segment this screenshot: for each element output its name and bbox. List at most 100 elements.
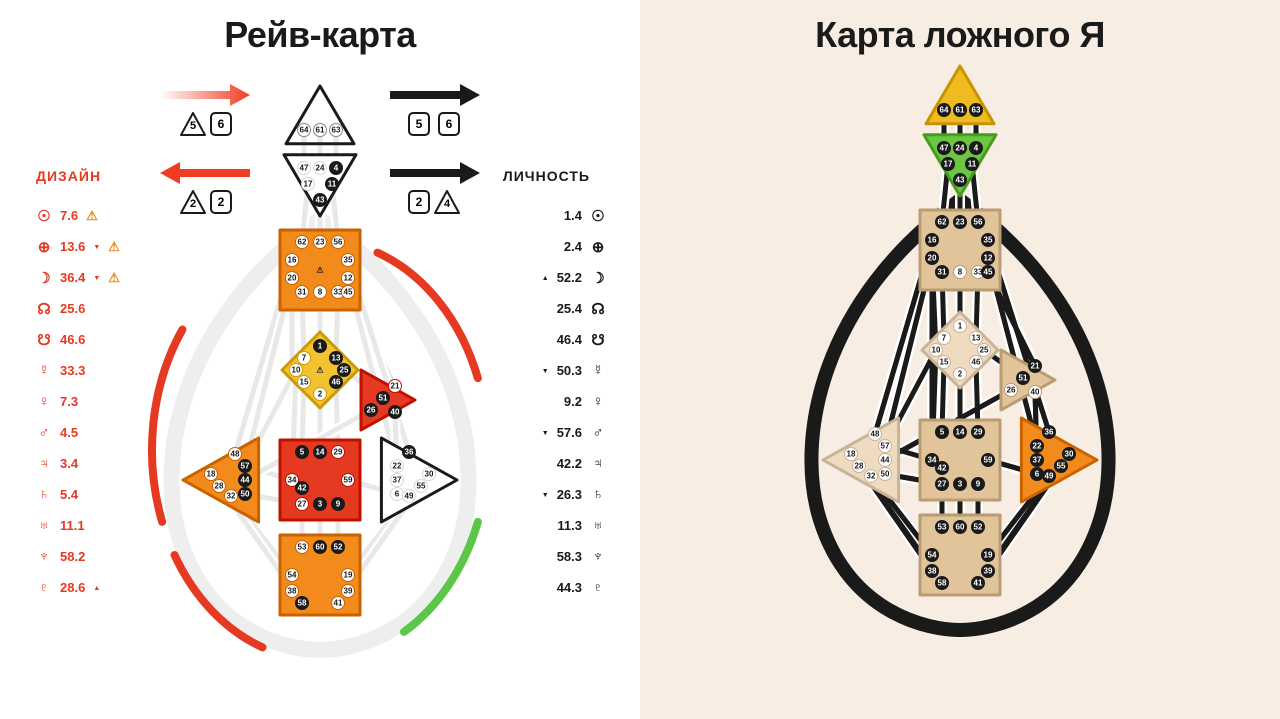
svg-text:31: 31 [298, 288, 307, 297]
arrow-down-icon [542, 363, 549, 378]
svg-text:27: 27 [938, 480, 947, 489]
svg-text:12: 12 [344, 274, 353, 283]
planet-glyph-icon: ♇ [36, 579, 52, 596]
svg-text:32: 32 [227, 492, 236, 501]
planet-glyph-icon: ♃ [36, 455, 52, 472]
svg-text:22: 22 [1033, 442, 1042, 451]
planet-glyph-icon: ♆ [590, 548, 606, 565]
planet-glyph-icon: ☊ [36, 300, 52, 318]
legend-value: 25.6 [60, 301, 85, 316]
svg-text:63: 63 [332, 126, 341, 135]
svg-text:11: 11 [968, 160, 977, 169]
bodygraph-right: 6163644111724434781216202331333545566212… [760, 60, 1160, 685]
svg-text:4: 4 [974, 144, 979, 153]
svg-text:24: 24 [316, 164, 325, 173]
planet-glyph-icon: ⊕ [590, 238, 606, 256]
svg-text:4: 4 [334, 164, 339, 173]
svg-text:34: 34 [928, 456, 937, 465]
planet-glyph-icon: ☽ [590, 269, 606, 287]
svg-text:41: 41 [334, 599, 343, 608]
svg-text:42: 42 [938, 464, 947, 473]
svg-text:29: 29 [334, 448, 343, 457]
svg-text:32: 32 [867, 472, 876, 481]
svg-text:63: 63 [972, 106, 981, 115]
svg-text:53: 53 [938, 523, 947, 532]
arrow-down-icon [542, 487, 549, 502]
svg-text:55: 55 [417, 482, 426, 491]
svg-text:16: 16 [288, 256, 297, 265]
legend-value: 3.4 [60, 456, 78, 471]
svg-text:18: 18 [207, 470, 216, 479]
title-right: Карта ложного Я [640, 0, 1280, 56]
svg-text:1: 1 [958, 322, 963, 331]
svg-text:25: 25 [340, 366, 349, 375]
svg-text:61: 61 [316, 126, 325, 135]
svg-text:35: 35 [984, 236, 993, 245]
legend-value: 1.4 [564, 208, 582, 223]
svg-text:54: 54 [928, 551, 937, 560]
svg-text:26: 26 [1007, 386, 1016, 395]
legend-value: 11.1 [60, 518, 85, 533]
svg-text:1: 1 [318, 342, 323, 351]
legend-value: 58.3 [557, 549, 582, 564]
legend-value: 5.4 [60, 487, 78, 502]
arrow-down-icon [93, 270, 100, 285]
svg-text:31: 31 [938, 268, 947, 277]
legend-value: 2.4 [564, 239, 582, 254]
svg-text:37: 37 [393, 476, 402, 485]
svg-text:41: 41 [974, 579, 983, 588]
svg-text:58: 58 [298, 599, 307, 608]
svg-text:59: 59 [984, 456, 993, 465]
svg-text:8: 8 [958, 268, 963, 277]
arrow-down-icon [542, 425, 549, 440]
svg-text:16: 16 [928, 236, 937, 245]
svg-text:2: 2 [958, 370, 963, 379]
svg-text:7: 7 [302, 354, 307, 363]
svg-text:56: 56 [974, 218, 983, 227]
legend-value: 9.2 [564, 394, 582, 409]
title-left: Рейв-карта [0, 0, 640, 56]
planet-glyph-icon: ☽ [36, 269, 52, 287]
svg-text:15: 15 [300, 378, 309, 387]
svg-text:50: 50 [241, 490, 250, 499]
svg-text:27: 27 [298, 500, 307, 509]
bodygraph-left: 61636441117244347⚠︎812162023313335455662… [120, 80, 520, 675]
svg-text:17: 17 [944, 160, 953, 169]
svg-text:37: 37 [1033, 456, 1042, 465]
svg-text:29: 29 [974, 428, 983, 437]
svg-text:17: 17 [304, 180, 313, 189]
svg-text:21: 21 [1031, 362, 1040, 371]
svg-text:14: 14 [316, 448, 325, 457]
svg-text:30: 30 [425, 470, 434, 479]
svg-text:35: 35 [344, 256, 353, 265]
legend-value: 26.3 [557, 487, 582, 502]
legend-value: 58.2 [60, 549, 85, 564]
svg-text:23: 23 [956, 218, 965, 227]
svg-text:36: 36 [1045, 428, 1054, 437]
planet-glyph-icon: ♇ [590, 579, 606, 596]
svg-text:26: 26 [367, 406, 376, 415]
planet-glyph-icon: ♄ [590, 486, 606, 503]
planet-glyph-icon: ♃ [590, 455, 606, 472]
svg-text:45: 45 [984, 268, 993, 277]
svg-text:36: 36 [405, 448, 414, 457]
svg-text:64: 64 [940, 106, 949, 115]
svg-text:6: 6 [1035, 470, 1040, 479]
warning-icon: ⚠︎ [86, 208, 98, 224]
planet-glyph-icon: ♅ [590, 517, 606, 534]
warning-icon: ⚠︎ [108, 239, 120, 255]
svg-text:34: 34 [288, 476, 297, 485]
svg-text:56: 56 [334, 238, 343, 247]
svg-text:57: 57 [241, 462, 250, 471]
legend-value: 13.6 [60, 239, 85, 254]
svg-text:43: 43 [316, 196, 325, 205]
svg-text:22: 22 [393, 462, 402, 471]
legend-value: 57.6 [557, 425, 582, 440]
svg-text:⚠︎: ⚠︎ [316, 266, 323, 275]
warning-icon: ⚠︎ [108, 270, 120, 286]
planet-glyph-icon: ⊕ [36, 238, 52, 256]
legend-value: 25.4 [557, 301, 582, 316]
planet-glyph-icon: ♄ [36, 486, 52, 503]
legend-value: 42.2 [557, 456, 582, 471]
svg-text:40: 40 [391, 408, 400, 417]
